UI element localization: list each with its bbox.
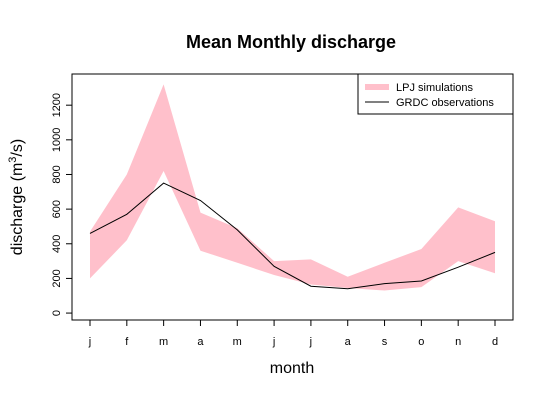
y-tick-label: 800	[51, 165, 63, 183]
legend-box	[357, 73, 514, 115]
y-axis-title: discharge (m3/s)	[7, 139, 26, 255]
y-tick-label: 400	[51, 235, 63, 253]
x-tick-label: s	[382, 336, 388, 348]
chart-title: Mean Monthly discharge	[186, 32, 396, 52]
y-tick-label: 1200	[51, 93, 63, 117]
x-tick-label: m	[233, 336, 242, 348]
y-axis: 0 200 400 600 800 1000 1200	[51, 93, 72, 316]
x-tick-label: f	[125, 336, 129, 348]
x-tick-label: j	[309, 336, 312, 348]
y-tick-label: 200	[51, 269, 63, 287]
grdc-observation-line	[89, 182, 496, 290]
y-tick-label: 600	[51, 200, 63, 218]
x-tick-label: j	[88, 336, 91, 348]
x-tick-label: a	[197, 336, 204, 348]
legend: LPJ simulations GRDC observations	[357, 73, 514, 115]
plot-area	[71, 73, 514, 321]
simulation-band-layer	[90, 84, 495, 291]
y-tick-label: 0	[51, 310, 63, 316]
x-tick-label: m	[159, 336, 168, 348]
observation-line-layer	[89, 182, 496, 290]
x-tick-label: o	[418, 336, 424, 348]
legend-label-lpj: LPJ simulations	[396, 82, 474, 94]
x-tick-label: d	[492, 336, 498, 348]
lpj-simulation-band	[90, 84, 495, 291]
y-tick-label: 1000	[51, 128, 63, 152]
x-tick-label: a	[345, 336, 352, 348]
y-axis-title-tail: /s)	[9, 139, 26, 157]
y-axis-title-main: discharge (m	[9, 163, 26, 255]
y-axis-title-superscript: 3	[7, 157, 19, 163]
plot-frame	[71, 73, 514, 321]
x-axis-title: month	[270, 360, 314, 377]
x-tick-label: n	[455, 336, 461, 348]
legend-label-grdc: GRDC observations	[396, 97, 494, 109]
x-tick-label: j	[272, 336, 275, 348]
